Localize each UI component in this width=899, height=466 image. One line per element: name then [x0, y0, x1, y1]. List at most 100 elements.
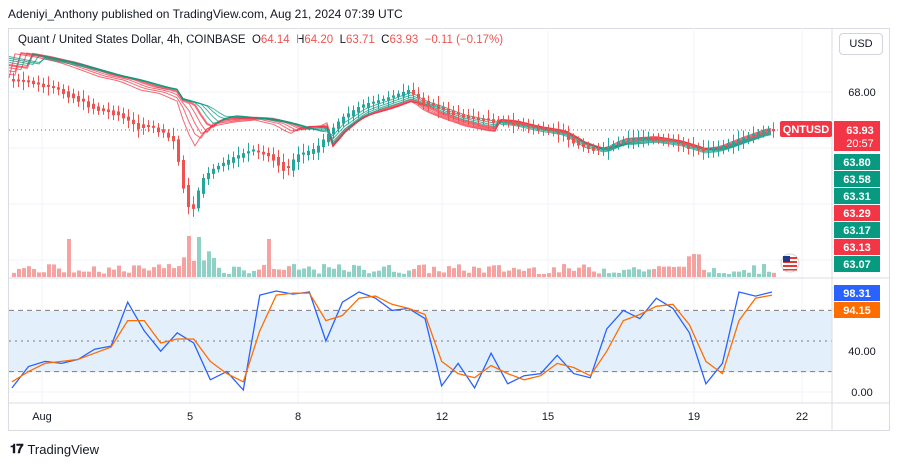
volume-bar — [222, 272, 226, 277]
volume-bar — [407, 270, 411, 277]
volume-bar — [312, 269, 316, 277]
candle-body — [302, 152, 305, 155]
volume-bar — [172, 268, 176, 277]
volume-bar — [487, 266, 491, 277]
candle-body — [192, 204, 195, 209]
volume-bar — [477, 267, 481, 277]
volume-bar — [742, 270, 746, 277]
last-price-tag-bg — [834, 121, 880, 151]
candle-body — [62, 88, 65, 94]
volume-bar — [137, 265, 141, 277]
volume-bar — [307, 266, 311, 277]
volume-bar — [52, 264, 56, 277]
price-axis: 68.00 40.00 0.00 — [848, 87, 876, 399]
candle-body — [382, 98, 385, 101]
volume-bar — [397, 272, 401, 277]
volume-bar — [247, 273, 251, 277]
ema-line — [8, 52, 772, 150]
candle-body — [352, 110, 355, 117]
volume-bar — [282, 269, 286, 277]
candle-body — [622, 139, 625, 143]
volume-bar — [462, 270, 466, 277]
tradingview-logo[interactable]: 𝟏𝟕 TradingView — [10, 441, 99, 457]
volume-bar — [212, 257, 216, 277]
candle-body — [387, 97, 390, 101]
volume-bar — [737, 271, 741, 277]
candle-body — [627, 138, 630, 141]
volume-bar — [442, 272, 446, 277]
volume-bar — [337, 264, 341, 277]
volume-bar — [457, 264, 461, 277]
candle-body — [477, 117, 480, 121]
volume-bar — [422, 264, 426, 277]
candle-body — [597, 148, 600, 150]
volume-bar — [152, 267, 156, 277]
candle-body — [332, 127, 335, 135]
volume-bar — [692, 253, 696, 277]
candle-body — [162, 129, 165, 133]
candle-body — [467, 115, 470, 119]
candle-body — [267, 153, 270, 157]
candle-body — [447, 108, 450, 115]
candle-body — [102, 108, 105, 112]
volume-bar — [72, 272, 76, 277]
volume-bar — [607, 273, 611, 277]
candle-body — [187, 185, 190, 208]
candle-body — [87, 101, 90, 108]
candle-body — [252, 149, 255, 152]
candle-body — [152, 125, 155, 128]
volume-bar — [82, 271, 86, 277]
candle-body — [722, 145, 725, 149]
time-tick-label: 5 — [187, 411, 193, 423]
candle-body — [392, 95, 395, 98]
volume-bar — [107, 267, 111, 277]
volume-bar — [712, 268, 716, 277]
volume-bar — [12, 272, 16, 277]
price-tag-bg — [834, 188, 880, 204]
candle-body — [547, 128, 550, 132]
attribution-text: Adeniyi_Anthony published on TradingView… — [8, 7, 403, 21]
stoch-tick-label: 40.00 — [848, 346, 876, 358]
candle-body — [567, 133, 570, 140]
volume-bar — [347, 271, 351, 277]
ema-line — [8, 52, 772, 149]
candle-body — [337, 121, 340, 129]
candle-body — [457, 112, 460, 115]
candle-body — [587, 145, 590, 150]
candle-body — [117, 111, 120, 116]
volume-bar — [527, 268, 531, 277]
candle-body — [212, 168, 215, 174]
volume-bar — [92, 266, 96, 277]
candle-body — [602, 148, 605, 150]
volume-bar — [762, 264, 766, 277]
volume-bar — [602, 268, 606, 277]
chart-frame — [8, 28, 890, 431]
time-tick-label: 15 — [542, 411, 554, 423]
candle-body — [77, 96, 80, 102]
volume-bar — [427, 273, 431, 277]
candle-body — [697, 147, 700, 150]
candle-body — [512, 120, 515, 126]
volume-bar — [362, 269, 366, 277]
candle-body — [472, 116, 475, 119]
candle-body — [592, 146, 595, 151]
candle-body — [122, 113, 125, 119]
close-label: C — [381, 34, 390, 46]
volume-bar — [557, 272, 561, 277]
volume-bar — [277, 269, 281, 277]
volume-bar — [192, 260, 196, 277]
candle-body — [612, 144, 615, 148]
candle-body — [692, 145, 695, 148]
volume-bar — [717, 273, 721, 277]
candle-body — [242, 153, 245, 158]
volume-bar — [132, 265, 136, 277]
candle-body — [752, 133, 755, 136]
candle-body — [762, 130, 765, 133]
volume-bar — [102, 273, 106, 277]
candle-body — [277, 157, 280, 166]
currency-button[interactable]: USD — [839, 33, 883, 55]
candle-body — [202, 178, 205, 194]
candle-body — [327, 133, 330, 143]
volume-bar — [352, 264, 356, 277]
